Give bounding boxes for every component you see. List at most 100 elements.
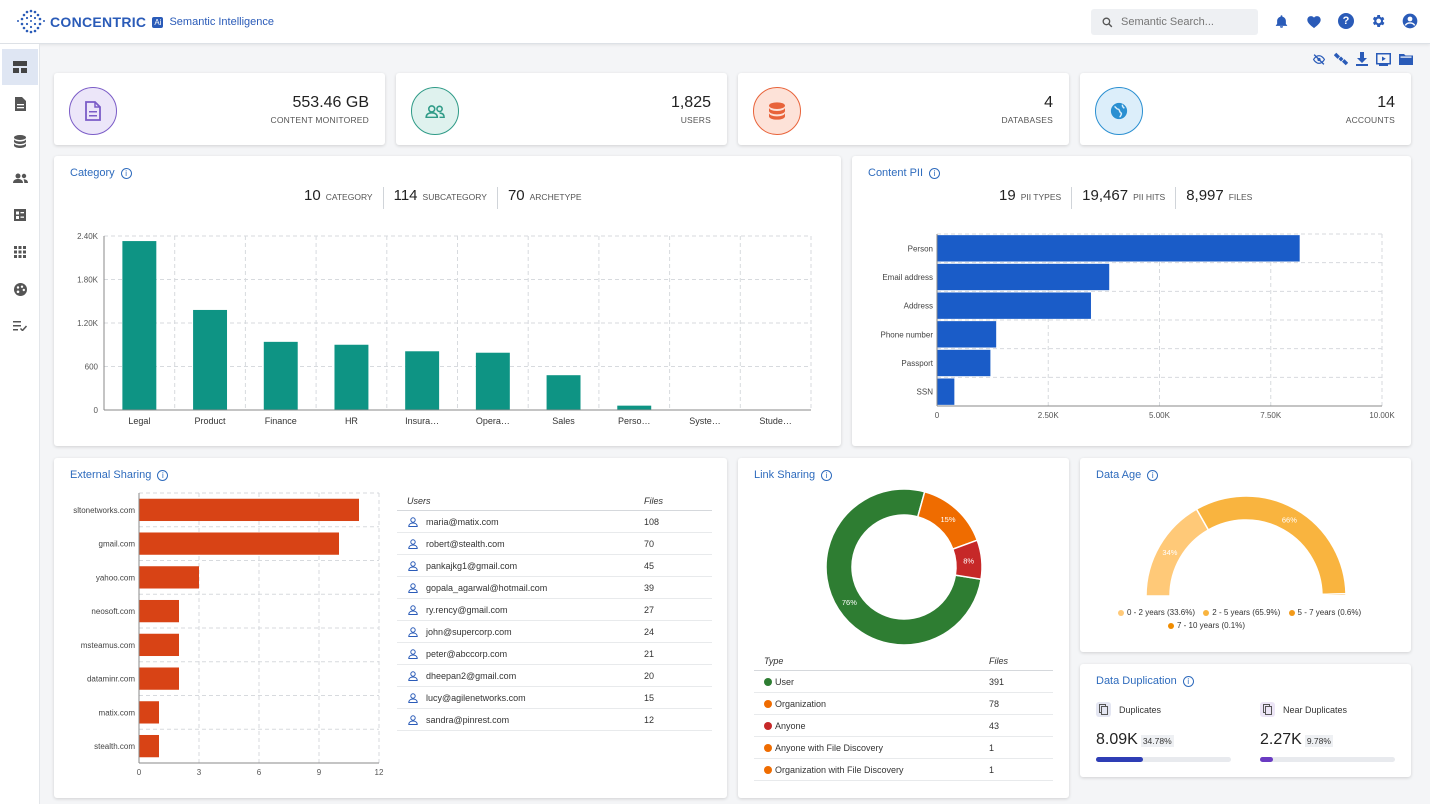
table-row[interactable]: Organization with File Discovery 1 <box>754 759 1053 781</box>
table-row[interactable]: maria@matix.com 108 <box>397 511 712 533</box>
kpi-card-content[interactable]: 553.46 GB CONTENT MONITORED <box>54 73 385 145</box>
sidebar-item-palette[interactable] <box>2 271 38 307</box>
table-header: Type Files <box>754 651 1053 671</box>
users-column-header: Users <box>407 496 431 506</box>
table-row[interactable]: john@supercorp.com 24 <box>397 621 712 643</box>
link-title[interactable]: Link Sharing i <box>754 469 833 481</box>
info-icon[interactable]: i <box>929 167 941 179</box>
folder-icon[interactable] <box>1399 53 1413 65</box>
sidebar-item-documents[interactable] <box>2 86 38 122</box>
info-icon[interactable]: i <box>157 469 169 481</box>
y-tick-label: 2.40K <box>77 232 99 241</box>
visibility-off-icon[interactable] <box>1312 53 1326 66</box>
search-input[interactable] <box>1121 16 1251 28</box>
table-row[interactable]: dheepan2@gmail.com 20 <box>397 665 712 687</box>
type-dot <box>764 766 772 774</box>
brand-logo[interactable]: CONCENTRIC Ai Semantic Intelligence <box>16 7 274 37</box>
table-row[interactable]: pankajkg1@gmail.com 45 <box>397 555 712 577</box>
y-tick-label: 0 <box>94 406 99 415</box>
kpi-card-users[interactable]: 1,825 USERS <box>396 73 727 145</box>
sidebar-item-dashboard[interactable] <box>2 49 38 85</box>
y-tick-label: stealth.com <box>94 742 135 751</box>
legend-item[interactable]: 5 - 7 years (0.6%) <box>1288 608 1361 617</box>
pii-title[interactable]: Content PII i <box>868 167 941 179</box>
segment-label: 66% <box>1282 515 1297 524</box>
bell-icon[interactable] <box>1274 14 1289 34</box>
satellite-icon[interactable] <box>1334 52 1348 66</box>
data-age-title[interactable]: Data Age i <box>1096 469 1159 481</box>
search-box[interactable] <box>1091 9 1258 35</box>
user-email[interactable]: dheepan2@gmail.com <box>426 671 517 681</box>
user-email[interactable]: ry.rency@gmail.com <box>426 605 508 615</box>
external-title[interactable]: External Sharing i <box>70 469 169 481</box>
apps-icon <box>14 246 26 258</box>
external-domains-chart: 0 3 6 9 12 sltonetworks.com gmail.com yahoo.com… <box>73 492 384 777</box>
near-duplicates-label: Near Duplicates <box>1283 704 1348 715</box>
category-title[interactable]: Category i <box>70 167 132 179</box>
user-email[interactable]: john@supercorp.com <box>426 627 512 637</box>
link-type-label: Organization with File Discovery <box>775 765 904 775</box>
user-email[interactable]: gopala_agarwal@hotmail.com <box>426 583 548 593</box>
link-type-files: 391 <box>989 677 1005 687</box>
bar <box>937 292 1091 319</box>
sidebar-item-apps[interactable] <box>2 234 38 270</box>
info-icon[interactable]: i <box>1147 469 1159 481</box>
x-tick-label: Opera… <box>476 416 510 426</box>
help-icon[interactable]: ? <box>1338 13 1354 29</box>
segment-label: 34% <box>1162 548 1177 557</box>
legend-item[interactable]: 7 - 10 years (0.1%) <box>1168 621 1245 630</box>
kpi-card-databases[interactable]: 4 DATABASES <box>738 73 1069 145</box>
duplicates-block[interactable]: Duplicates 8.09K 34.78% <box>1096 702 1236 762</box>
bar <box>937 378 955 405</box>
category-count: 10 <box>304 187 321 204</box>
info-icon[interactable]: i <box>821 469 833 481</box>
x-tick-label: Syste… <box>689 416 721 426</box>
info-icon[interactable]: i <box>1182 675 1194 687</box>
heart-icon[interactable] <box>1306 14 1322 34</box>
user-email[interactable]: sandra@pinrest.com <box>426 715 510 725</box>
user-email[interactable]: robert@stealth.com <box>426 539 505 549</box>
y-tick-label: sltonetworks.com <box>73 506 135 515</box>
legend-item[interactable]: 2 - 5 years (65.9%) <box>1203 608 1280 617</box>
table-row[interactable]: ry.rency@gmail.com 27 <box>397 599 712 621</box>
x-tick-label: 9 <box>317 768 322 777</box>
user-email[interactable]: pankajkg1@gmail.com <box>426 561 518 571</box>
dup-title[interactable]: Data Duplication i <box>1096 675 1194 687</box>
user-file-count: 70 <box>644 539 655 549</box>
x-tick-label: 2.50K <box>1038 411 1060 420</box>
table-row[interactable]: robert@stealth.com 70 <box>397 533 712 555</box>
slideshow-icon[interactable] <box>1376 52 1391 66</box>
user-icon <box>408 605 418 615</box>
sidebar-item-checklist[interactable] <box>2 308 38 344</box>
sidebar-item-reports[interactable] <box>2 197 38 233</box>
gear-icon[interactable] <box>1370 13 1386 34</box>
table-row[interactable]: Anyone 43 <box>754 715 1053 737</box>
legend-item[interactable]: 0 - 2 years (33.6%) <box>1118 608 1195 617</box>
checklist-icon <box>13 321 27 331</box>
table-row[interactable]: sandra@pinrest.com 12 <box>397 709 712 731</box>
info-icon[interactable]: i <box>120 167 132 179</box>
kpi-card-accounts[interactable]: 14 ACCOUNTS <box>1080 73 1411 145</box>
kpi-databases-label: DATABASES <box>1001 115 1053 125</box>
table-row[interactable]: Organization 78 <box>754 693 1053 715</box>
table-row[interactable]: lucy@agilenetworks.com 15 <box>397 687 712 709</box>
copy-icon <box>1260 702 1275 717</box>
account-icon[interactable] <box>1402 13 1418 34</box>
user-email[interactable]: maria@matix.com <box>426 517 499 527</box>
near-duplicates-progress <box>1260 757 1395 762</box>
download-icon[interactable] <box>1356 52 1368 66</box>
user-email[interactable]: peter@abccorp.com <box>426 649 508 659</box>
sidebar-item-users[interactable] <box>2 160 38 196</box>
bar <box>193 309 228 410</box>
table-row[interactable]: Anyone with File Discovery 1 <box>754 737 1053 759</box>
x-tick-label: Finance <box>265 416 297 426</box>
kpi-accounts-icon <box>1095 87 1143 135</box>
user-email[interactable]: lucy@agilenetworks.com <box>426 693 526 703</box>
table-row[interactable]: peter@abccorp.com 21 <box>397 643 712 665</box>
sidebar-item-databases[interactable] <box>2 123 38 159</box>
link-type-files: 43 <box>989 721 1000 731</box>
pii-types-label: PII TYPES <box>1020 192 1062 202</box>
table-row[interactable]: User 391 <box>754 671 1053 693</box>
table-row[interactable]: gopala_agarwal@hotmail.com 39 <box>397 577 712 599</box>
near-duplicates-block[interactable]: Near Duplicates 2.27K 9.78% <box>1260 702 1400 762</box>
